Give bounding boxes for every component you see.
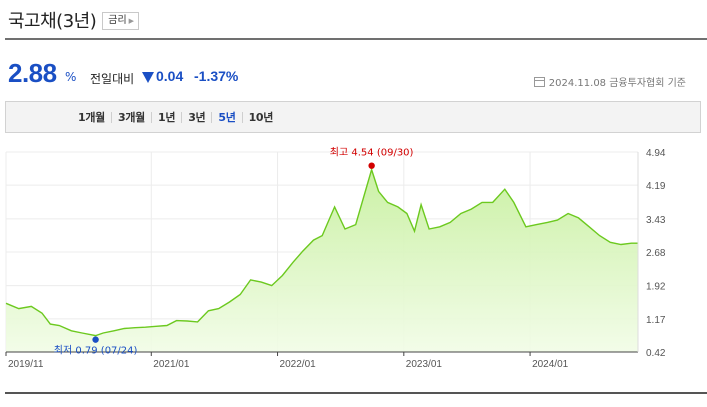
- rate-link-button[interactable]: 금리 ▶: [102, 12, 140, 30]
- tab-period-5[interactable]: 10년: [248, 111, 274, 124]
- title-row: 국고채(3년) 금리 ▶: [8, 6, 140, 34]
- calendar-icon: [533, 76, 545, 87]
- change-rate: -1.37%: [194, 68, 239, 84]
- y-tick-label-1: 4.19: [646, 181, 666, 192]
- y-tick-label-3: 2.68: [646, 248, 666, 259]
- period-separator: [241, 111, 243, 123]
- source-text: 2024.11.08 금융투자협회 기준: [548, 78, 686, 89]
- down-arrow-icon: [142, 72, 154, 83]
- x-tick-label-3: 2023/01: [406, 359, 443, 370]
- chevron-right-icon: ▶: [128, 17, 135, 25]
- y-tick-label-2: 3.43: [646, 215, 666, 226]
- x-tick-label-2: 2022/01: [280, 359, 317, 370]
- max-point: [368, 162, 375, 169]
- rate-link-label: 금리: [108, 15, 127, 26]
- quote-summary: 2.88 % 전일대비 0.04 -1.37% 2024.11.08 금융투자협…: [8, 58, 698, 92]
- x-tick-label-0: 2019/11: [8, 359, 44, 370]
- x-tick-label-4: 2024/01: [532, 359, 569, 370]
- min-label: 최저 0.79 (07/24): [54, 345, 138, 357]
- max-label: 최고 4.54 (09/30): [330, 147, 414, 159]
- period-separator: [181, 111, 183, 123]
- current-price: 2.88: [8, 58, 57, 88]
- page-title: 국고채(3년): [8, 11, 97, 32]
- compare-label: 전일대비: [90, 72, 135, 86]
- y-tick-label-0: 4.94: [646, 148, 666, 159]
- source-note: 2024.11.08 금융투자협회 기준: [533, 74, 686, 89]
- series-area: [6, 169, 638, 352]
- period-separator: [211, 111, 213, 123]
- period-separator: [111, 111, 112, 123]
- min-point: [92, 336, 99, 343]
- footer-divider: [5, 392, 707, 394]
- header-divider: [5, 38, 707, 40]
- series-line: [5, 167, 638, 337]
- period-tabs: 1개월 3개월 1년 3년 5년 10년: [5, 101, 701, 133]
- y-tick-label-4: 1.92: [646, 282, 666, 293]
- y-tick-label-6: 0.42: [646, 348, 666, 359]
- tab-period-3[interactable]: 3년: [188, 111, 206, 124]
- x-tick-label-1: 2021/01: [153, 359, 190, 370]
- rate-chart: 4.94 4.19 3.43 2.68 1.92 1.17 0.42 2019/11 2021/…: [5, 147, 666, 370]
- tab-period-1[interactable]: 3개월: [118, 111, 145, 124]
- tab-period-4[interactable]: 5년: [218, 111, 236, 124]
- period-separator: [151, 111, 152, 123]
- y-tick-label-5: 1.17: [646, 315, 666, 326]
- price-unit: %: [65, 70, 77, 84]
- tab-period-2[interactable]: 1년: [158, 111, 176, 124]
- change-value: 0.04: [156, 68, 184, 84]
- tab-period-0[interactable]: 1개월: [78, 111, 105, 124]
